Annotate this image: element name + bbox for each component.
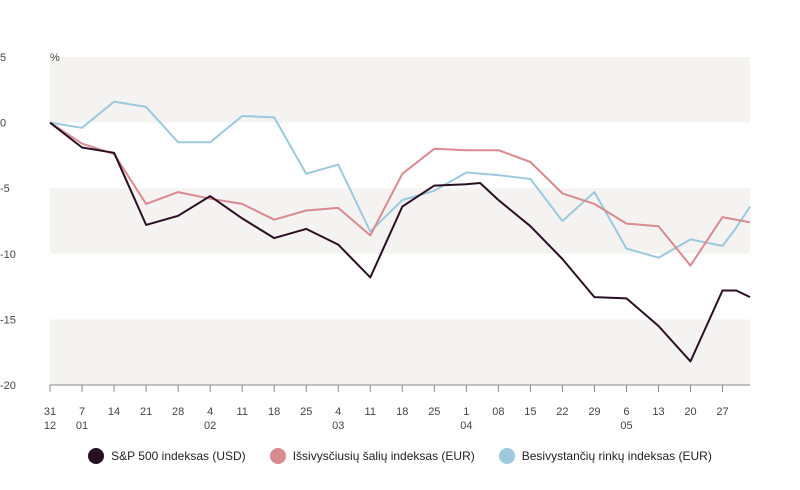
- legend-item-emerging[interactable]: Besivystančių rinkų indeksas (EUR): [498, 448, 712, 464]
- legend: S&P 500 indeksas (USD) Išsivysčiusių šal…: [0, 448, 800, 464]
- x-tick-label-day: 15: [524, 406, 536, 418]
- legend-item-developed[interactable]: Išsivysčiusių šalių indeksas (EUR): [269, 448, 475, 464]
- y-axis-unit-label: %: [50, 52, 60, 64]
- y-tick-label: -5: [0, 183, 10, 195]
- x-tick-label-day: 31: [44, 406, 56, 418]
- y-tick-label: -15: [0, 314, 16, 326]
- y-axis-ticks: 5 0 -5 -10 -15 -20: [0, 52, 16, 392]
- x-tick-label-day: 11: [236, 406, 247, 418]
- x-tick-label-day: 28: [172, 406, 184, 418]
- x-tick-label-day: 29: [588, 406, 600, 418]
- y-tick-label: -20: [0, 380, 16, 392]
- x-tick-label-day: 20: [684, 406, 696, 418]
- series-line-0: [49, 121, 751, 363]
- x-tick-label-day: 25: [428, 406, 440, 418]
- x-tick-label-month: 05: [620, 420, 632, 432]
- x-tick-label-day: 4: [335, 406, 341, 418]
- x-tick-label-day: 27: [716, 406, 728, 418]
- band-0: [50, 57, 750, 123]
- x-tick-label-day: 11: [365, 406, 376, 418]
- x-tick-label-day: 14: [108, 406, 120, 418]
- x-tick-label-day: 1: [463, 406, 469, 418]
- x-tick-label-month: 12: [44, 420, 56, 432]
- x-tick-label-day: 21: [140, 406, 152, 418]
- y-tick-label: 5: [0, 52, 6, 64]
- x-tick-label-day: 6: [623, 406, 629, 418]
- x-axis-ticks: 31 12 7 01 14 21 28 4 02 11 18 25 4 03 11 18 25 1 04 08 15 22…: [44, 385, 729, 432]
- legend-swatch-sp500: [88, 448, 105, 464]
- legend-item-sp500[interactable]: S&P 500 indeksas (USD): [88, 448, 246, 464]
- x-tick-label-month: 01: [76, 420, 88, 432]
- series-line-1: [49, 121, 751, 267]
- legend-label-emerging: Besivystančių rinkų indeksas (EUR): [521, 449, 712, 463]
- x-tick-label-day: 7: [79, 406, 85, 418]
- x-tick-label-day: 22: [556, 406, 568, 418]
- x-tick-label-month: 04: [460, 420, 472, 432]
- legend-swatch-developed: [269, 448, 286, 464]
- y-tick-label: 0: [0, 118, 6, 130]
- background-bands: [50, 57, 750, 385]
- x-tick-label-month: 02: [204, 420, 216, 432]
- band-2: [50, 319, 750, 385]
- legend-label-sp500: S&P 500 indeksas (USD): [111, 449, 246, 463]
- x-tick-label-day: 08: [492, 406, 504, 418]
- legend-swatch-emerging: [498, 448, 515, 464]
- y-tick-label: -10: [0, 249, 16, 261]
- band-1: [50, 188, 750, 254]
- x-tick-label-day: 4: [207, 406, 213, 418]
- x-tick-label-month: 03: [332, 420, 344, 432]
- x-tick-label-day: 25: [300, 406, 312, 418]
- legend-label-developed: Išsivysčiusių šalių indeksas (EUR): [292, 449, 475, 463]
- x-tick-label-day: 18: [396, 406, 408, 418]
- series-lines: [49, 100, 751, 363]
- x-tick-label-day: 13: [652, 406, 664, 418]
- x-tick-label-day: 18: [268, 406, 280, 418]
